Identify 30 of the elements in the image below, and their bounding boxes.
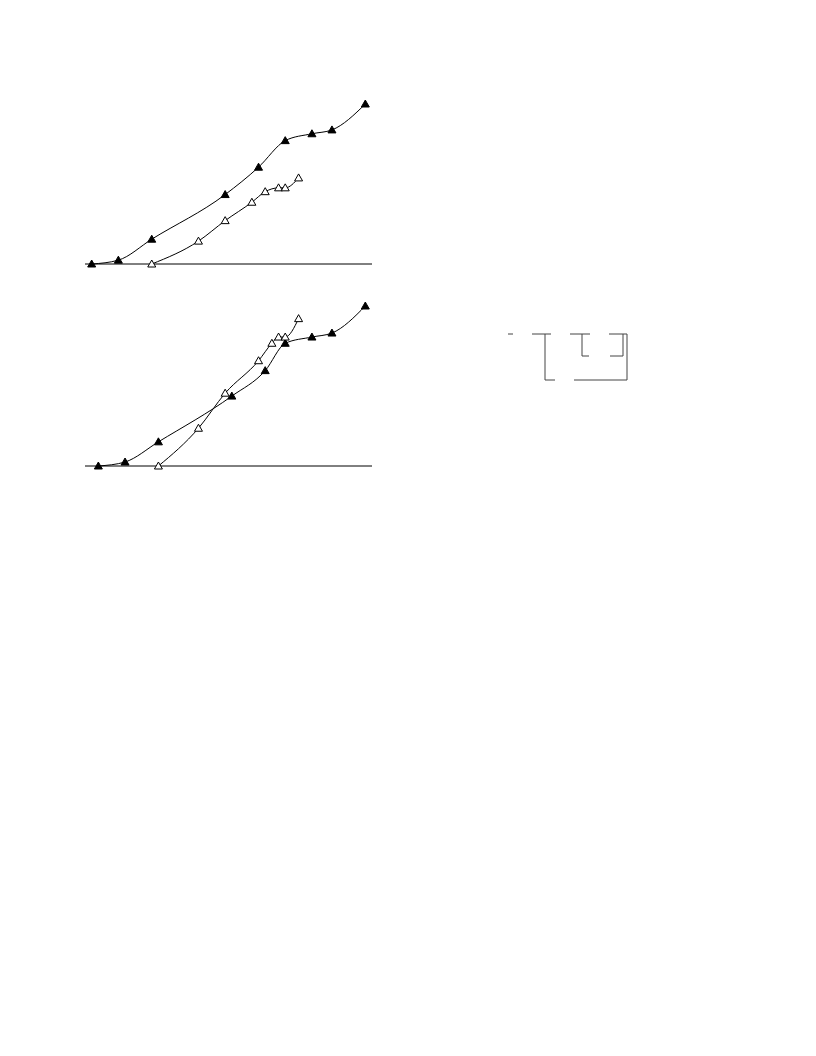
point <box>227 391 237 400</box>
point <box>153 437 163 446</box>
point <box>147 259 157 268</box>
point <box>193 423 203 432</box>
point <box>307 332 317 341</box>
point <box>280 136 290 145</box>
point <box>294 173 304 182</box>
point <box>113 255 123 264</box>
point <box>360 301 370 310</box>
point <box>247 197 257 206</box>
point <box>260 187 270 196</box>
point <box>220 388 230 397</box>
point <box>327 125 337 134</box>
point <box>120 457 130 466</box>
point <box>294 314 304 323</box>
point <box>260 366 270 375</box>
point <box>220 190 230 199</box>
point <box>93 461 103 470</box>
point <box>153 461 163 470</box>
point <box>360 99 370 108</box>
point <box>254 356 264 365</box>
point <box>267 338 277 347</box>
point <box>147 234 157 243</box>
point <box>193 236 203 245</box>
point <box>220 216 230 225</box>
point <box>327 328 337 337</box>
point <box>307 129 317 138</box>
point <box>254 162 264 171</box>
point <box>87 259 97 268</box>
point <box>280 183 290 192</box>
